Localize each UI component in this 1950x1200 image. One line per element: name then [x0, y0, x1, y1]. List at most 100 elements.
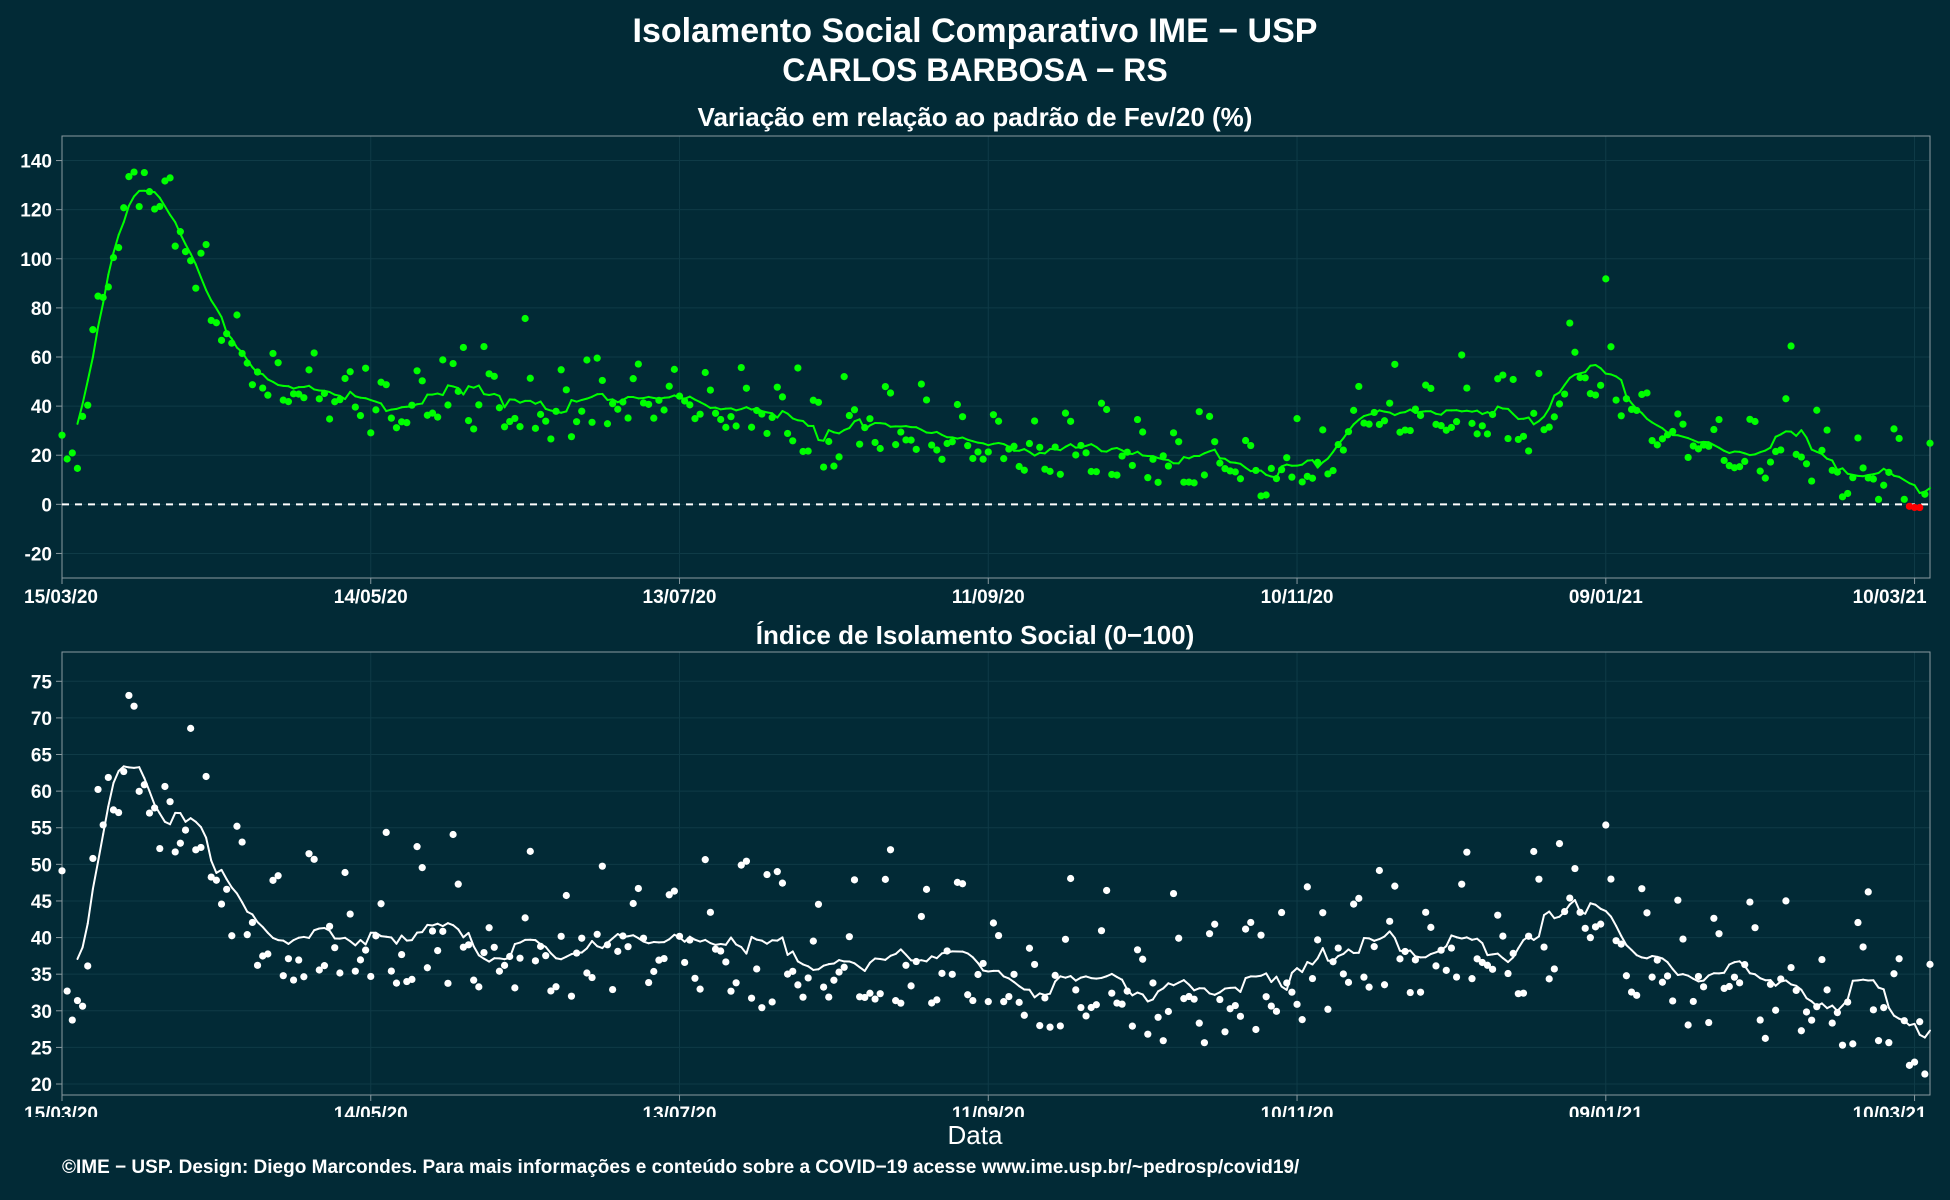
data-point: [1633, 991, 1641, 999]
data-point: [536, 410, 545, 418]
data-point: [1535, 369, 1543, 378]
data-point: [948, 970, 956, 978]
data-point: [1391, 360, 1399, 368]
data-point: [1128, 1022, 1136, 1030]
data-point: [871, 438, 879, 447]
data-point: [1293, 1000, 1301, 1008]
data-point: [125, 172, 133, 181]
trend-segment: [1898, 475, 1906, 482]
data-point: [1571, 864, 1579, 873]
data-point: [1030, 417, 1039, 425]
data-point: [1097, 399, 1106, 407]
x-tick-label: 15/03/20: [24, 587, 98, 608]
trend-segment: [1321, 457, 1329, 464]
data-point: [645, 400, 653, 408]
data-point: [1447, 944, 1456, 952]
y-tick-label: 70: [31, 709, 52, 730]
data-point: [1787, 342, 1795, 350]
data-point: [1499, 371, 1507, 379]
data-point: [1797, 453, 1805, 461]
trend-segment: [791, 950, 799, 963]
trend-segment: [1270, 975, 1278, 984]
data-point: [1396, 955, 1404, 963]
data-point: [624, 414, 632, 422]
y-tick-label: 20: [31, 446, 52, 467]
data-point: [1725, 982, 1733, 991]
data-point: [1262, 993, 1270, 1001]
top-chart-title: Variação em relação ao padrão de Fev/20 …: [697, 102, 1253, 132]
x-axis: 15/03/20 14/05/20 13/07/20 11/09/20 10/11/20…: [24, 578, 1927, 608]
data-point: [876, 990, 884, 998]
data-point: [603, 941, 612, 949]
variation-chart: -20 0 20 40 60 80 100 120 140 15/03/20 14/05/20 13/…: [20, 135, 1934, 608]
trend-segment: [210, 299, 218, 310]
data-point: [1669, 997, 1677, 1005]
trend-segment: [766, 939, 774, 945]
data-point: [1792, 986, 1800, 995]
data-point: [1746, 898, 1754, 906]
data-point: [1530, 847, 1538, 856]
data-point: [197, 249, 205, 257]
data-point: [1051, 443, 1059, 451]
data-point: [1252, 466, 1260, 475]
data-point: [1602, 275, 1610, 283]
data-point: [732, 422, 740, 430]
trend-segment: [261, 925, 269, 934]
data-point: [1118, 452, 1126, 460]
data-point: [763, 429, 771, 438]
data-point: [1890, 970, 1898, 978]
trend-segment: [488, 957, 496, 963]
data-point: [130, 168, 138, 176]
data-point: [1741, 457, 1749, 466]
data-point: [289, 390, 298, 398]
trend-segment: [91, 860, 100, 890]
trend-segment: [1234, 986, 1242, 993]
data-point: [866, 415, 874, 423]
trend-segment: [1409, 949, 1417, 958]
data-point: [1406, 426, 1414, 435]
data-point: [310, 855, 318, 863]
data-point: [1576, 908, 1584, 916]
data-point: [243, 359, 251, 367]
data-point: [1370, 943, 1378, 951]
trend-segment: [858, 966, 866, 972]
data-point: [459, 343, 467, 352]
data-point: [1375, 420, 1383, 429]
data-point: [1350, 406, 1358, 414]
trend-segment: [349, 390, 357, 398]
data-point: [789, 967, 797, 975]
trend-segment: [199, 276, 208, 292]
data-point: [686, 401, 694, 409]
data-point: [562, 891, 570, 900]
data-point: [418, 864, 426, 872]
data-point: [320, 389, 329, 398]
trend-segment: [832, 959, 841, 965]
data-point: [1432, 962, 1440, 970]
trend-segment: [1769, 435, 1777, 449]
data-point: [1735, 463, 1744, 471]
data-point: [1525, 932, 1533, 940]
data-point: [634, 884, 642, 893]
data-point: [145, 188, 154, 196]
data-point: [295, 390, 303, 398]
data-point: [104, 773, 112, 782]
data-point: [989, 411, 998, 419]
data-point: [1082, 449, 1090, 457]
data-point: [542, 952, 550, 960]
data-point: [645, 978, 653, 987]
data-point: [1103, 886, 1111, 895]
y-tick-label: 65: [31, 746, 53, 767]
data-point: [341, 868, 349, 877]
data-point: [68, 1016, 76, 1024]
data-point: [1025, 944, 1034, 952]
data-point: [305, 366, 313, 374]
data-point: [547, 987, 555, 995]
data-point: [99, 821, 107, 829]
trend-segment: [1507, 956, 1515, 964]
data-point: [531, 424, 540, 432]
trend-segment: [138, 766, 146, 780]
data-point: [922, 885, 931, 893]
data-point: [1864, 888, 1872, 896]
trend-segment: [179, 812, 187, 823]
